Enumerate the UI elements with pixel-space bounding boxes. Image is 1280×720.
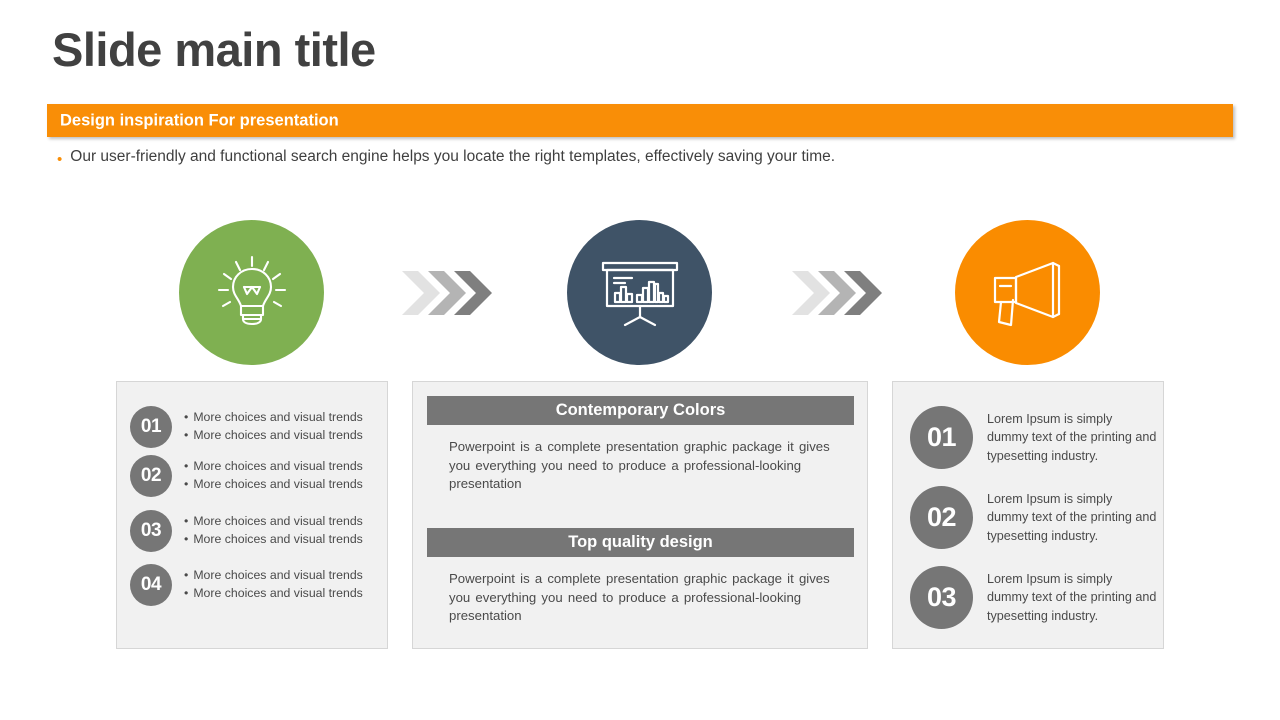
list-item-text: Lorem Ipsum is simply dummy text of the … <box>987 492 1157 543</box>
middle-panel: Contemporary Colors Powerpoint is a comp… <box>412 381 868 649</box>
list-item-text: Lorem Ipsum is simply dummy text of the … <box>987 412 1157 463</box>
section-banner-label: Design inspiration For presentation <box>60 111 339 129</box>
subtitle-text: Our user-friendly and functional search … <box>70 148 836 165</box>
step-number-badge: 02 <box>910 486 973 549</box>
section-body: Powerpoint is a complete presentation gr… <box>449 571 830 624</box>
list-item-text: Lorem Ipsum is simply dummy text of the … <box>987 572 1157 623</box>
list-item-bullets: More choices and visual trends More choi… <box>184 458 363 494</box>
bullet-line: More choices and visual trends <box>184 585 363 603</box>
bullet-line: More choices and visual trends <box>184 409 363 427</box>
step-number-badge: 01 <box>910 406 973 469</box>
lightbulb-icon <box>214 253 290 333</box>
bullet-line: More choices and visual trends <box>184 567 363 585</box>
list-item[interactable]: 03 Lorem Ipsum is simply dummy text of t… <box>910 566 1157 629</box>
arrow-step-1-to-2 <box>400 267 492 319</box>
list-item[interactable]: 04 More choices and visual trends More c… <box>130 564 363 606</box>
subtitle-row: • Our user-friendly and functional searc… <box>57 148 835 167</box>
step-number-badge: 02 <box>130 455 172 497</box>
bullet-line: More choices and visual trends <box>184 513 363 531</box>
bullet-line: More choices and visual trends <box>184 531 363 549</box>
step-number-badge: 03 <box>130 510 172 552</box>
bullet-line: More choices and visual trends <box>184 458 363 476</box>
page-title: Slide main title <box>52 23 376 76</box>
triple-chevron-right-icon <box>790 271 882 323</box>
section-banner: Design inspiration For presentation <box>47 104 1233 137</box>
list-item-bullets: More choices and visual trends More choi… <box>184 567 363 603</box>
arrow-step-2-to-3 <box>790 267 882 319</box>
list-item[interactable]: 01 Lorem Ipsum is simply dummy text of t… <box>910 406 1157 469</box>
list-item[interactable]: 03 More choices and visual trends More c… <box>130 510 363 552</box>
section-header: Contemporary Colors <box>427 396 854 425</box>
process-step-2-circle[interactable] <box>567 220 712 365</box>
section-header: Top quality design <box>427 528 854 557</box>
right-panel: 01 Lorem Ipsum is simply dummy text of t… <box>892 381 1164 649</box>
step-number-badge: 01 <box>130 406 172 448</box>
list-item[interactable]: 02 More choices and visual trends More c… <box>130 455 363 497</box>
bullet-icon: • <box>57 151 63 168</box>
bullet-line: More choices and visual trends <box>184 476 363 494</box>
list-item-bullets: More choices and visual trends More choi… <box>184 513 363 549</box>
presentation-chart-icon <box>599 257 681 329</box>
triple-chevron-right-icon <box>400 271 492 323</box>
process-step-1-circle[interactable] <box>179 220 324 365</box>
step-number-badge: 03 <box>910 566 973 629</box>
section-body: Powerpoint is a complete presentation gr… <box>449 439 830 492</box>
process-step-3-circle[interactable] <box>955 220 1100 365</box>
list-item-bullets: More choices and visual trends More choi… <box>184 409 363 445</box>
left-panel: 01 More choices and visual trends More c… <box>116 381 388 649</box>
megaphone-icon <box>986 257 1070 329</box>
list-item[interactable]: 01 More choices and visual trends More c… <box>130 406 363 448</box>
bullet-line: More choices and visual trends <box>184 427 363 445</box>
step-number-badge: 04 <box>130 564 172 606</box>
list-item[interactable]: 02 Lorem Ipsum is simply dummy text of t… <box>910 486 1157 549</box>
